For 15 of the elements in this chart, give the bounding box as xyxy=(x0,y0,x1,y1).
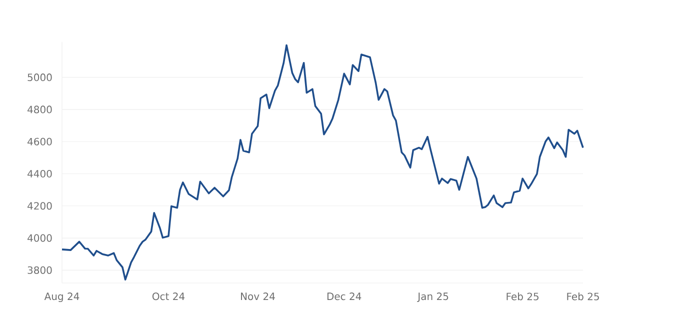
y-tick-label: 4600 xyxy=(28,138,52,146)
y-tick-label: 4800 xyxy=(28,106,52,114)
x-tick-label: Oct 24 xyxy=(152,292,185,300)
y-tick-label: 4000 xyxy=(28,234,52,242)
y-tick-label: 3800 xyxy=(28,266,52,274)
x-tick-label: Dec 24 xyxy=(327,292,362,300)
y-tick-label: 4200 xyxy=(28,202,52,210)
x-tick-label: Nov 24 xyxy=(241,292,275,300)
line-series xyxy=(61,44,584,281)
y-tick-label: 4400 xyxy=(28,170,52,178)
y-tick-label: 5000 xyxy=(28,74,52,82)
x-tick-label: Feb 25 xyxy=(567,292,599,300)
x-tick-label: Jan 25 xyxy=(417,292,448,302)
x-tick-label: Feb 25 xyxy=(506,292,538,300)
x-tick-label: Aug 24 xyxy=(44,292,80,302)
